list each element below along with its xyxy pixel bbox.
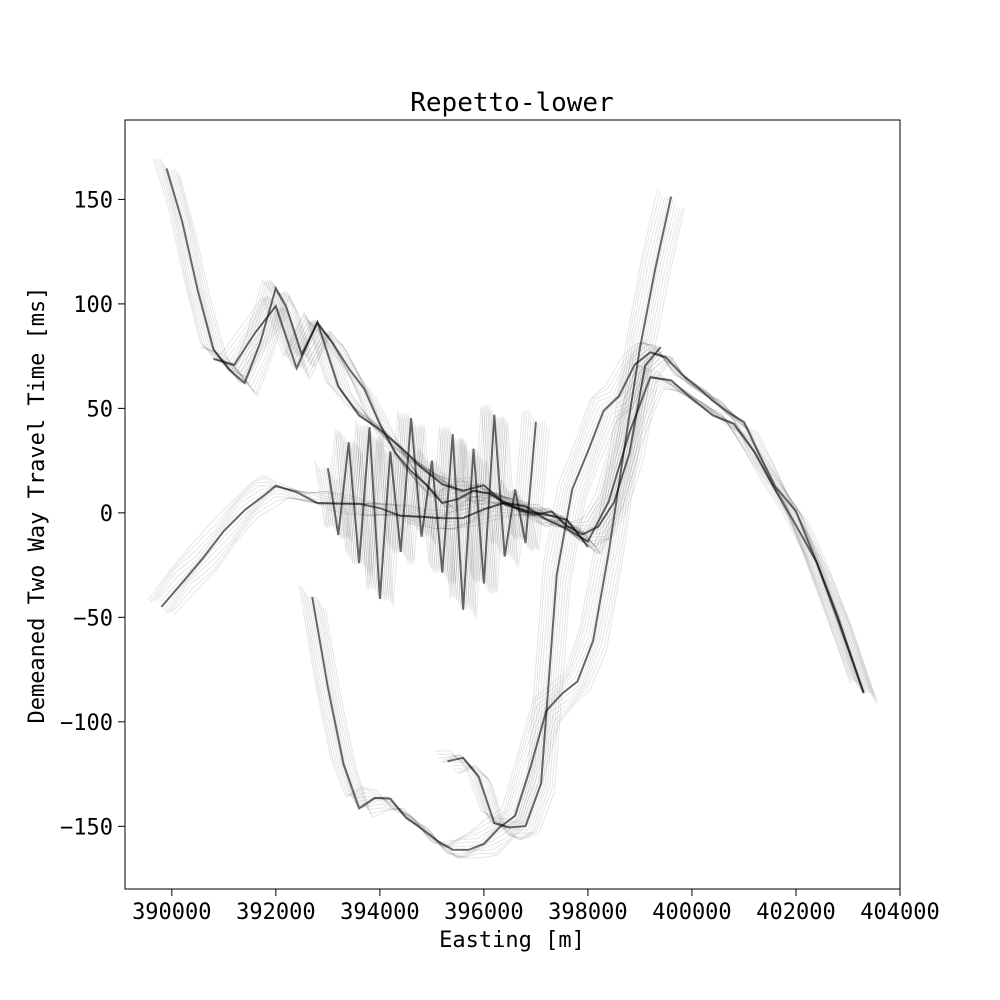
y-tick-label: −100 bbox=[60, 711, 113, 736]
chart-title: Repetto-lower bbox=[410, 88, 614, 118]
series-line bbox=[179, 175, 675, 547]
series-line bbox=[454, 352, 871, 839]
series-line bbox=[340, 421, 550, 620]
series-line bbox=[154, 372, 858, 683]
series-line bbox=[449, 353, 867, 831]
series-line bbox=[434, 342, 851, 820]
x-tick-label: 392000 bbox=[236, 900, 315, 925]
x-tick-label: 402000 bbox=[756, 900, 835, 925]
series-line bbox=[206, 294, 582, 537]
y-tick-label: 0 bbox=[100, 502, 113, 527]
series-line bbox=[338, 417, 548, 616]
x-axis-label: Easting [m] bbox=[439, 928, 585, 953]
series-line bbox=[334, 416, 543, 609]
series-line bbox=[451, 353, 869, 835]
series-line bbox=[172, 169, 668, 538]
series-line bbox=[331, 417, 541, 609]
series-line bbox=[447, 351, 865, 829]
x-tick-label: 400000 bbox=[652, 900, 731, 925]
series-line bbox=[316, 406, 526, 598]
y-tick-label: 50 bbox=[87, 397, 114, 422]
series-line bbox=[165, 168, 662, 536]
y-axis-ticks: 150 100 50 0 −50 −100 −150 bbox=[60, 188, 125, 840]
series-line bbox=[152, 368, 856, 683]
series-line bbox=[324, 207, 685, 859]
series-line bbox=[152, 159, 648, 523]
series-line bbox=[436, 342, 854, 824]
series-line bbox=[217, 307, 593, 549]
series-line bbox=[322, 208, 683, 858]
series-line bbox=[313, 198, 674, 855]
y-tick-label: 100 bbox=[73, 293, 113, 318]
x-tick-label: 394000 bbox=[340, 900, 419, 925]
series-line bbox=[318, 405, 528, 598]
series-line bbox=[320, 208, 681, 859]
series-line bbox=[329, 417, 539, 610]
series-line bbox=[177, 171, 673, 546]
series-line bbox=[307, 197, 668, 847]
y-tick-label: −150 bbox=[60, 815, 113, 840]
series-line bbox=[325, 410, 535, 608]
series-line bbox=[221, 306, 598, 548]
series-line bbox=[323, 406, 532, 605]
series-line bbox=[168, 170, 664, 535]
x-axis-ticks: 390000 392000 394000 396000 398000 400000 4020… bbox=[132, 889, 940, 925]
series-line bbox=[300, 190, 661, 847]
series-line bbox=[458, 355, 876, 841]
x-tick-label: 398000 bbox=[548, 900, 627, 925]
plot-frame bbox=[124, 119, 901, 890]
series-line bbox=[174, 169, 670, 542]
series-line bbox=[311, 196, 673, 851]
series-line bbox=[298, 187, 659, 844]
series-line bbox=[318, 206, 679, 860]
y-axis-label: Demeaned Two Way Travel Time [ms] bbox=[25, 286, 50, 723]
series-line bbox=[336, 416, 546, 612]
series-line bbox=[305, 197, 665, 848]
series-line bbox=[200, 296, 576, 538]
series-line bbox=[316, 202, 676, 858]
x-tick-label: 396000 bbox=[444, 900, 523, 925]
series-line bbox=[314, 405, 524, 599]
series-line bbox=[224, 308, 600, 551]
series-line bbox=[208, 297, 584, 540]
plot-lines bbox=[147, 157, 878, 860]
series-line bbox=[172, 387, 876, 698]
x-tick-label: 404000 bbox=[860, 900, 939, 925]
series-line bbox=[302, 195, 663, 849]
y-tick-label: 150 bbox=[73, 188, 113, 213]
series-line bbox=[213, 304, 589, 548]
x-tick-label: 390000 bbox=[132, 900, 211, 925]
series-line bbox=[169, 383, 873, 695]
series-line bbox=[456, 352, 873, 841]
series-line bbox=[326, 414, 537, 610]
y-tick-label: −50 bbox=[73, 606, 113, 631]
series-line bbox=[460, 359, 878, 840]
